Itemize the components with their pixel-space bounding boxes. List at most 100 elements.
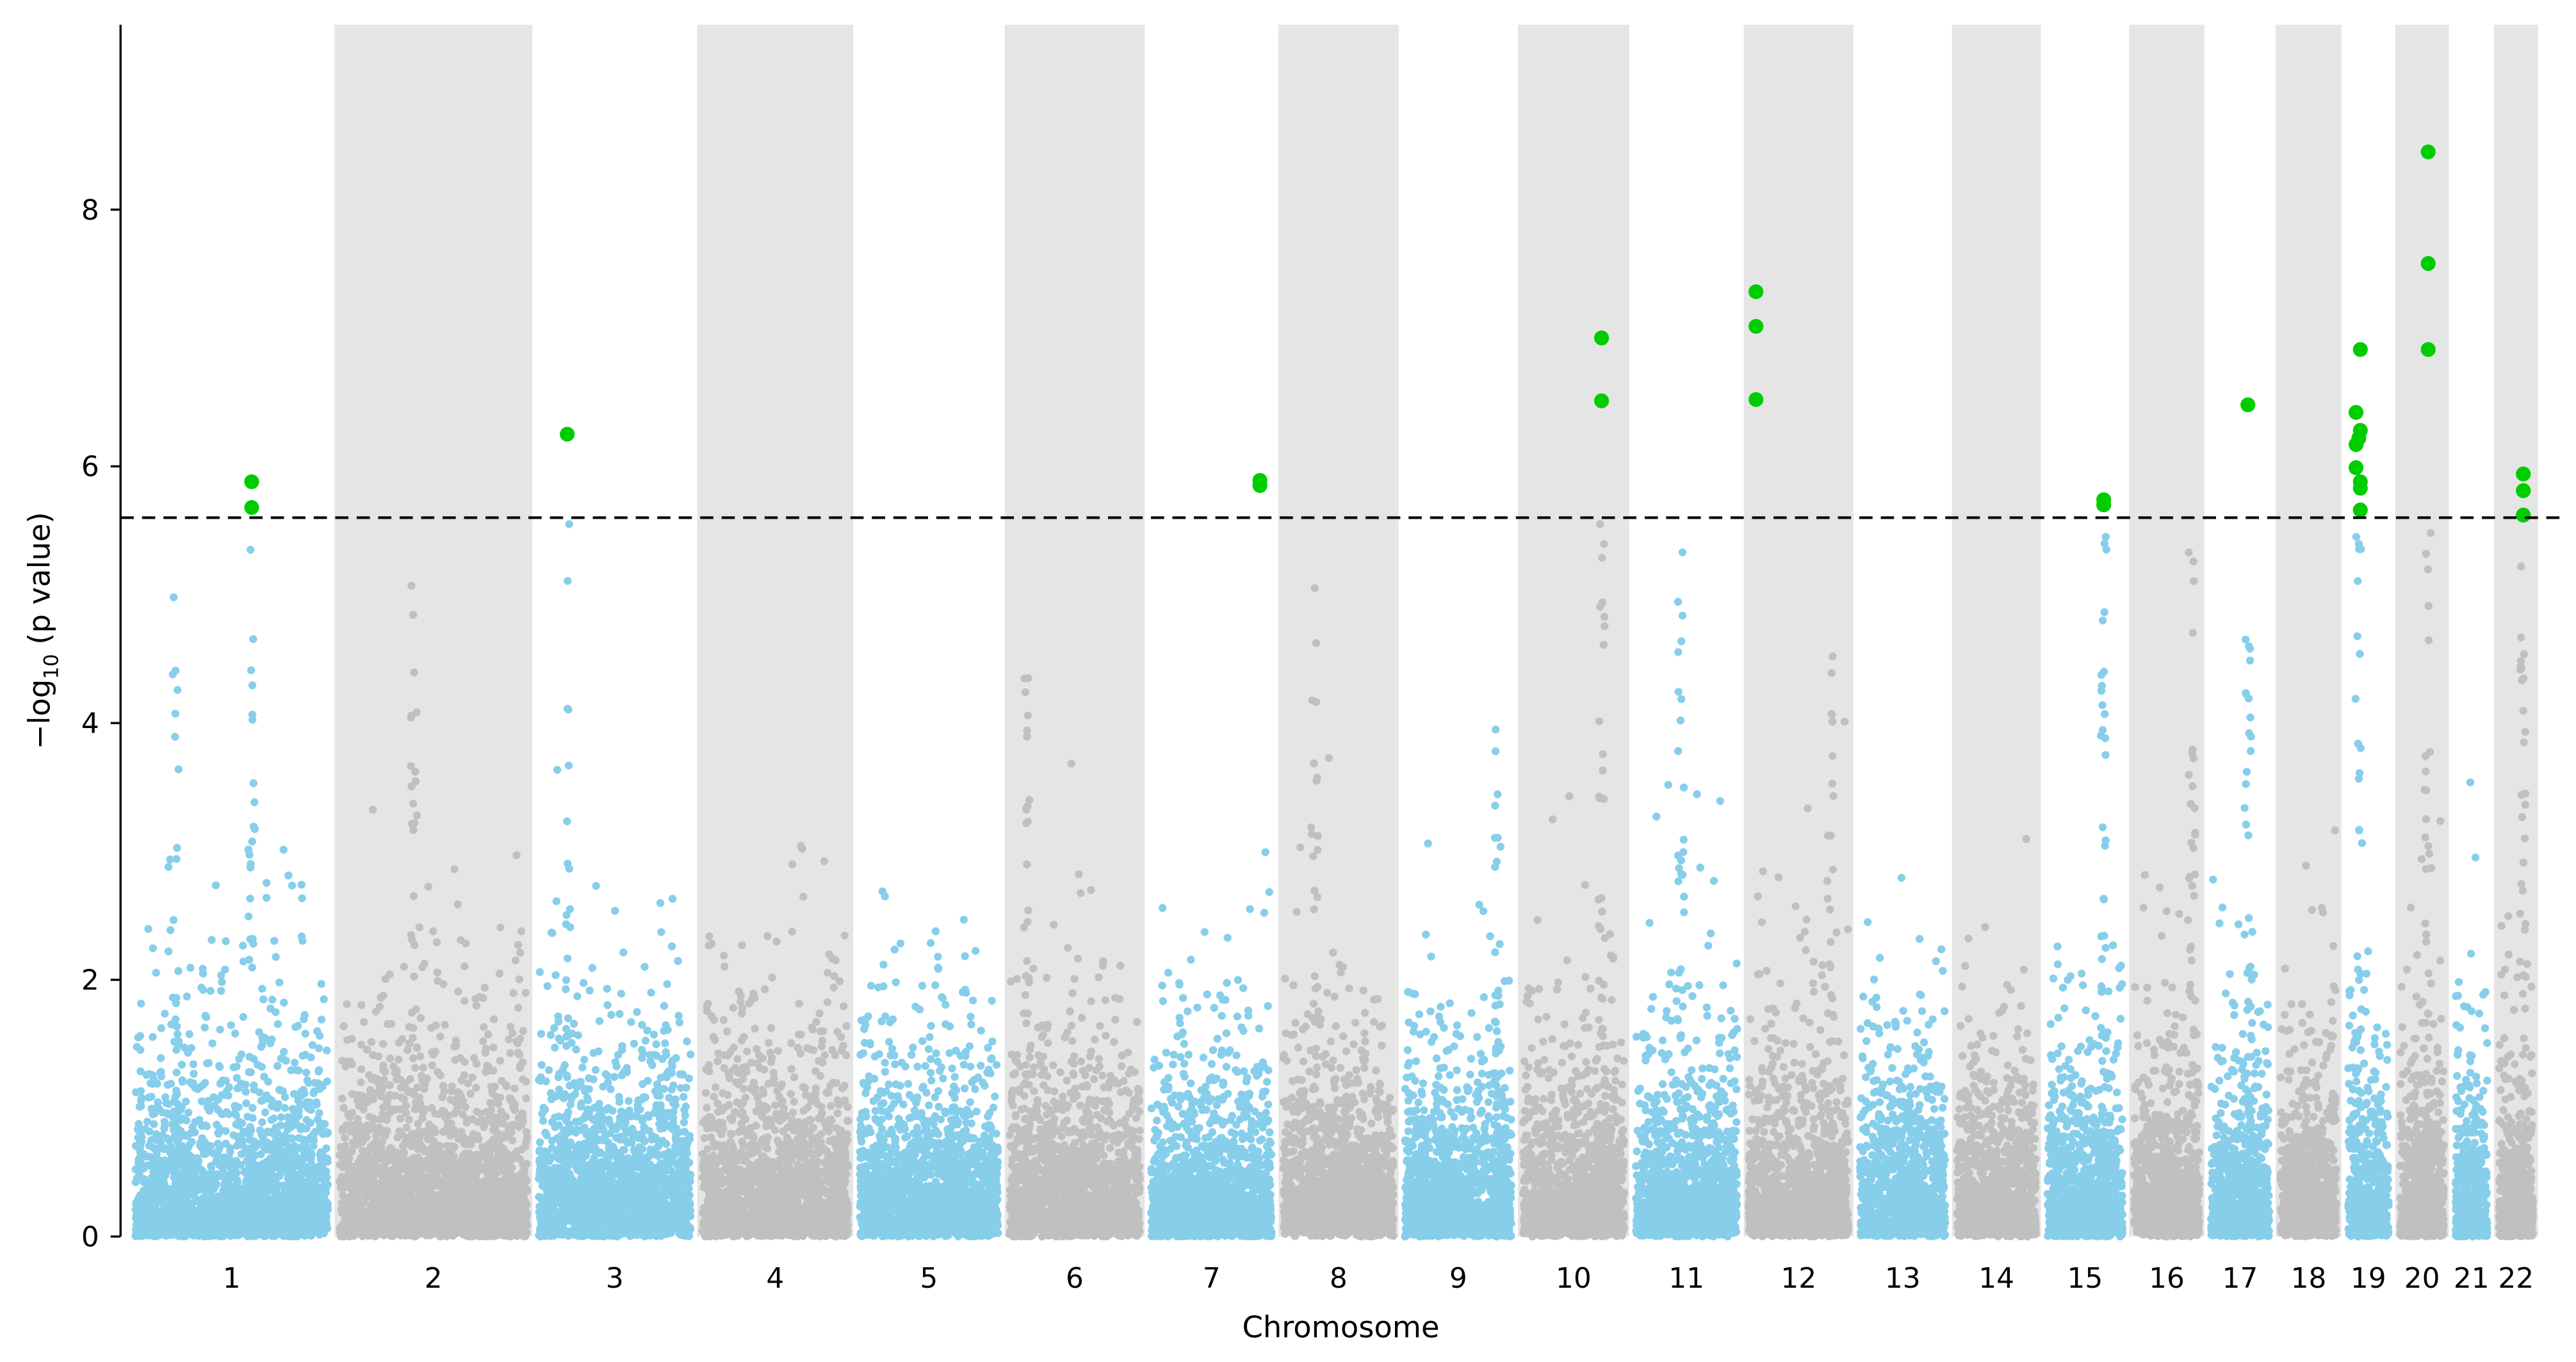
point-chr-1	[196, 1199, 205, 1207]
point-chr-1	[269, 1223, 277, 1231]
point-chr-1	[245, 1136, 254, 1144]
point-chr-2	[519, 1160, 527, 1169]
point-chr-2	[383, 1020, 392, 1028]
point-chr-2	[512, 851, 521, 859]
point-chr-1	[136, 1046, 145, 1054]
point-chr-2	[338, 1126, 346, 1135]
point-chr-1	[145, 1201, 153, 1209]
point-chr-2	[395, 1162, 404, 1171]
point-chr-2	[468, 1073, 477, 1082]
point-chr-1	[258, 1033, 266, 1041]
point-chr-3	[585, 1085, 593, 1094]
point-chr-2	[519, 1116, 527, 1125]
point-chr-2	[428, 1048, 436, 1057]
point-chr-1	[141, 1210, 150, 1219]
point-chr-1	[268, 995, 277, 1004]
point-chr-1	[259, 1096, 267, 1105]
point-chr-2	[496, 923, 505, 932]
point-chr-1	[181, 1190, 190, 1199]
point-chr-2	[507, 1023, 515, 1031]
point-chr-2	[505, 1035, 513, 1044]
point-chr-2	[423, 1174, 431, 1182]
point-chr-2	[480, 984, 489, 992]
point-chr-2	[477, 1109, 485, 1118]
point-chr-1	[233, 1186, 241, 1195]
point-chr-2	[385, 1147, 394, 1155]
point-chr-2	[480, 1150, 488, 1158]
point-chr-1	[206, 1175, 215, 1184]
point-chr-1	[231, 1029, 240, 1038]
point-chr-3	[649, 1030, 658, 1039]
point-chr-2	[357, 1065, 366, 1073]
point-chr-2	[518, 1224, 526, 1232]
point-chr-1	[166, 855, 174, 864]
point-chr-1	[281, 1093, 289, 1101]
point-chr-2	[339, 1022, 348, 1030]
point-chr-3	[569, 1019, 578, 1028]
band-chr-8	[1278, 24, 1399, 1237]
point-chr-2	[424, 1135, 432, 1144]
point-chr-1	[204, 1096, 213, 1105]
point-chr-2	[374, 1052, 383, 1060]
point-chr-1	[179, 1197, 187, 1206]
point-chr-2	[425, 1120, 434, 1129]
point-chr-2	[484, 1062, 493, 1071]
point-chr-2	[431, 1110, 439, 1118]
point-chr-1	[261, 1108, 270, 1117]
point-chr-1	[211, 881, 220, 889]
point-chr-2	[447, 1194, 455, 1202]
point-chr-2	[486, 1099, 494, 1107]
point-chr-2	[446, 1142, 455, 1151]
point-chr-2	[392, 1075, 401, 1083]
point-chr-2	[478, 1037, 487, 1046]
point-chr-1	[317, 980, 325, 988]
point-chr-2	[352, 1220, 361, 1229]
point-chr-1	[221, 1179, 229, 1187]
point-chr-1	[188, 1169, 196, 1177]
point-chr-1	[188, 1080, 197, 1089]
point-chr-2	[354, 1115, 362, 1123]
point-chr-2	[466, 1090, 475, 1098]
point-chr-1	[270, 1208, 278, 1217]
point-chr-3	[674, 957, 682, 965]
point-chr-2	[498, 1165, 507, 1173]
point-chr-1	[229, 1063, 238, 1071]
point-chr-1	[272, 953, 280, 961]
point-chr-2	[462, 1153, 470, 1162]
point-chr-2	[365, 1158, 373, 1167]
point-chr-1	[312, 1200, 320, 1208]
point-chr-2	[427, 1023, 436, 1032]
point-chr-2	[355, 1204, 364, 1213]
point-chr-1	[267, 1140, 276, 1149]
point-chr-2	[399, 1175, 408, 1183]
point-chr-2	[441, 1159, 450, 1168]
point-chr-1	[160, 1226, 168, 1234]
point-chr-1	[184, 1108, 193, 1117]
point-chr-2	[510, 1084, 519, 1092]
point-chr-2	[366, 1142, 375, 1151]
point-chr-2	[336, 1183, 345, 1192]
point-chr-2	[453, 900, 462, 909]
point-chr-1	[267, 1115, 276, 1124]
point-chr-2	[430, 1150, 439, 1159]
point-chr-2	[374, 1088, 382, 1096]
point-chr-1	[275, 1172, 284, 1180]
point-chr-2	[457, 1076, 466, 1085]
point-chr-2	[509, 989, 518, 997]
point-chr-1	[205, 1107, 214, 1115]
point-chr-1	[301, 1051, 309, 1059]
point-chr-1	[198, 1144, 206, 1153]
point-chr-2	[393, 1133, 402, 1142]
point-chr-1	[272, 1127, 280, 1136]
point-chr-1	[207, 1190, 215, 1199]
point-chr-2	[399, 1211, 408, 1219]
point-chr-1	[270, 937, 279, 945]
point-chr-2	[472, 1083, 480, 1092]
point-chr-1	[241, 1087, 250, 1096]
point-chr-2	[522, 1078, 530, 1086]
point-chr-2	[416, 1014, 425, 1022]
point-chr-2	[522, 1217, 530, 1226]
point-chr-1	[323, 1128, 332, 1137]
point-chr-2	[472, 1059, 481, 1068]
